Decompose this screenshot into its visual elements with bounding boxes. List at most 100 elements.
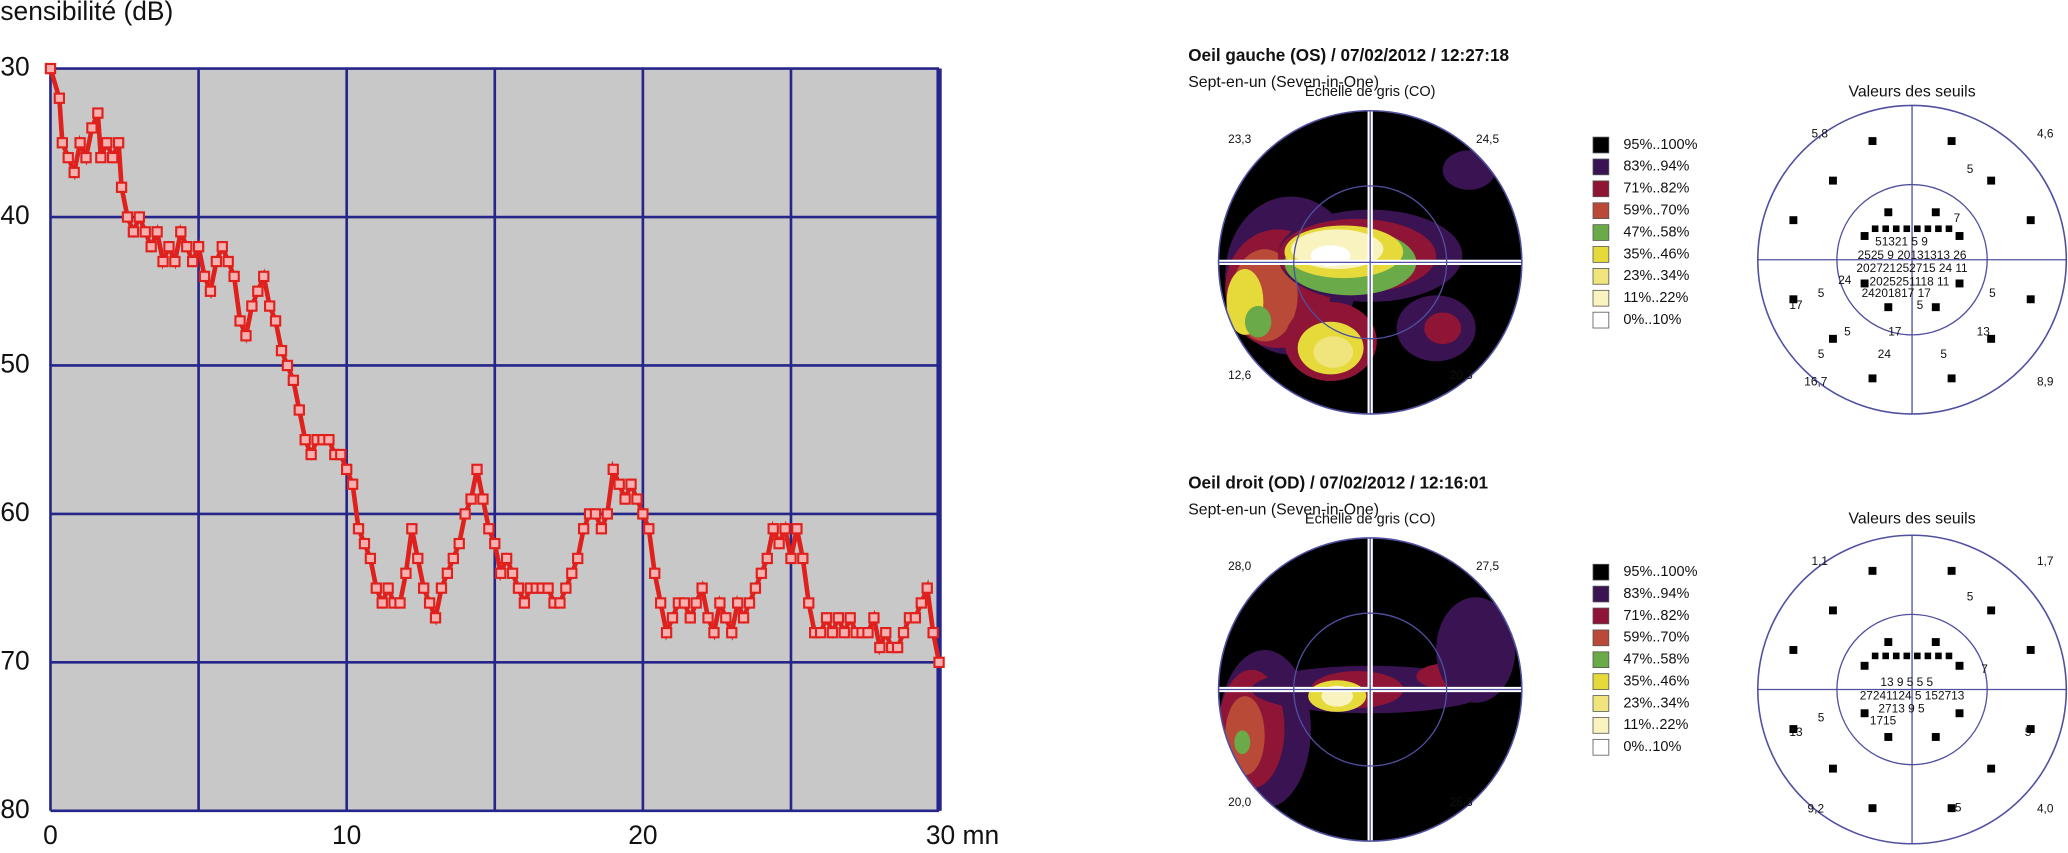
data-marker — [299, 434, 311, 446]
data-marker — [92, 107, 104, 119]
threshold-dot — [1789, 725, 1798, 734]
map-corner-value: 24,5 — [1476, 132, 1499, 146]
threshold-corner-value: 8,9 — [2037, 374, 2054, 388]
data-marker — [376, 597, 388, 609]
threshold-dot — [1828, 176, 1837, 185]
threshold-dot — [1789, 295, 1798, 304]
data-marker — [101, 137, 113, 149]
data-marker — [412, 552, 424, 565]
threshold-value: 17 — [1888, 324, 1901, 338]
data-marker — [589, 508, 602, 520]
threshold-dot — [1892, 652, 1900, 660]
data-marker — [323, 434, 335, 446]
data-marker — [169, 255, 181, 268]
threshold-dot — [1860, 232, 1869, 240]
data-marker — [471, 463, 483, 476]
legend-label: 23%..34% — [1623, 268, 1689, 284]
panel-title: Oeil droit (OD) / 07/02/2012 / 12:16:01 — [1188, 472, 1488, 492]
data-marker — [335, 448, 347, 461]
threshold-value: 5 — [1818, 711, 1825, 725]
threshold-value: 24 — [1878, 347, 1892, 361]
map-corner-value: 28,0 — [1228, 559, 1251, 573]
data-marker — [157, 255, 169, 268]
data-marker — [441, 567, 454, 579]
thresholds-title: Valeurs des seuils — [1848, 83, 1975, 100]
data-marker — [269, 315, 282, 327]
threshold-dot — [1828, 334, 1837, 343]
panel-subtitle: Sept-en-un (Seven-in-One) — [1188, 501, 1379, 518]
data-marker — [500, 552, 513, 565]
data-marker — [80, 151, 92, 164]
threshold-dot — [1945, 652, 1953, 660]
threshold-dot — [1947, 804, 1956, 813]
data-marker — [891, 641, 904, 654]
y-tick-label: 30 — [0, 52, 29, 82]
inner-ring — [1293, 612, 1448, 767]
threshold-dot — [1789, 216, 1798, 225]
data-marker — [198, 270, 211, 283]
data-marker — [210, 255, 223, 268]
data-marker — [246, 300, 258, 312]
data-marker — [86, 122, 98, 134]
data-marker — [832, 612, 845, 624]
legend-swatch — [1592, 607, 1610, 625]
data-marker — [518, 597, 531, 609]
data-marker — [909, 612, 922, 624]
data-marker — [453, 537, 465, 550]
threshold-dot — [1914, 225, 1921, 233]
threshold-dot — [1868, 804, 1877, 813]
data-marker — [862, 627, 874, 639]
threshold-value: 24201817 17 — [1862, 286, 1931, 300]
legend-label: 83%..94% — [1623, 159, 1689, 175]
threshold-dot — [1931, 733, 1940, 741]
threshold-value: 5 — [1917, 298, 1924, 312]
data-marker — [785, 552, 797, 565]
data-marker — [352, 523, 365, 535]
data-marker — [465, 493, 477, 505]
threshold-value: 5 — [1989, 286, 1996, 300]
legend-swatch — [1592, 158, 1610, 176]
data-marker — [406, 523, 418, 535]
threshold-dot — [1860, 709, 1869, 718]
threshold-dot — [1987, 606, 1996, 615]
data-marker — [133, 211, 146, 223]
data-marker — [186, 255, 199, 268]
threshold-dot — [1903, 652, 1911, 660]
data-marker — [625, 478, 637, 490]
legend-label: 0%..10% — [1623, 312, 1681, 328]
legend-swatch — [1592, 246, 1610, 263]
data-marker — [761, 552, 773, 565]
x-tick-label: 30 mn — [926, 820, 999, 850]
threshold-dot — [1884, 303, 1893, 312]
data-marker — [826, 627, 839, 639]
data-marker — [749, 582, 762, 594]
threshold-dot — [1955, 279, 1964, 288]
legend-swatch — [1592, 180, 1610, 198]
data-marker — [743, 597, 756, 609]
threshold-dot — [1955, 661, 1964, 670]
data-marker — [714, 597, 726, 609]
legend-swatch — [1592, 695, 1610, 712]
legend-swatch — [1592, 673, 1610, 690]
legend-swatch — [1592, 585, 1610, 603]
threshold-corner-value: 1,1 — [1812, 554, 1829, 568]
threshold-dot — [2026, 216, 2035, 225]
panel-title: Oeil gauche (OS) / 07/02/2012 / 12:27:18 — [1188, 45, 1509, 65]
legend-swatch — [1592, 268, 1610, 285]
threshold-dot — [1868, 566, 1877, 575]
threshold-dot — [1931, 303, 1940, 312]
threshold-dot — [1931, 208, 1940, 217]
data-marker — [572, 552, 584, 565]
data-marker — [649, 567, 661, 579]
data-marker — [121, 211, 134, 223]
threshold-dot — [1892, 225, 1900, 233]
map-region — [1234, 730, 1251, 755]
threshold-dot — [1935, 652, 1942, 660]
data-marker — [731, 597, 744, 609]
data-marker — [874, 641, 886, 654]
data-marker — [275, 344, 288, 357]
data-marker — [287, 374, 300, 386]
data-marker — [74, 137, 86, 149]
legend-label: 95%..100% — [1623, 564, 1697, 580]
legend-swatch — [1592, 651, 1610, 669]
